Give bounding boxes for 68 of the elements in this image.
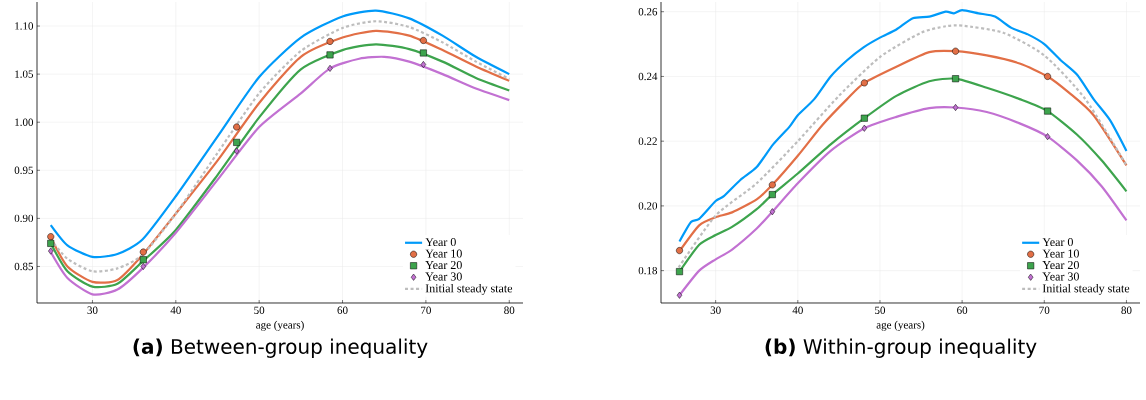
y-tick-label: 0.22 [638, 137, 657, 145]
point [233, 138, 241, 146]
point [419, 49, 427, 57]
point [676, 247, 683, 255]
point [768, 181, 776, 189]
point [420, 61, 427, 68]
point [768, 191, 776, 199]
legend-label: Year 0 [1042, 238, 1073, 247]
x-tick-label: 60 [337, 306, 348, 314]
line-series [678, 106, 1128, 297]
point [676, 268, 683, 276]
point [47, 239, 55, 247]
y-tick-label: 1.10 [15, 22, 34, 30]
point [326, 51, 334, 59]
y-tick-label: 0.95 [14, 166, 34, 175]
y-tick-label: 0.24 [638, 72, 658, 81]
point [419, 37, 427, 44]
point [860, 114, 868, 122]
point [861, 124, 867, 132]
point [1044, 72, 1052, 80]
text: (a) Between-group inequality [133, 338, 428, 358]
point [139, 248, 147, 256]
point [48, 247, 54, 255]
point [233, 123, 241, 131]
legend-label: Year 0 [425, 238, 456, 247]
point [769, 208, 775, 216]
x-axis-title: age (years) [256, 320, 304, 331]
x-tick-label: 70 [421, 306, 431, 314]
x-tick-label: 50 [875, 306, 886, 314]
point [1044, 107, 1052, 115]
x-tick-label: 40 [170, 306, 181, 314]
point [952, 47, 959, 55]
x-tick-label: 30 [710, 306, 721, 314]
y-tick-label: 0.90 [14, 214, 34, 223]
x-axis-title: age (years) [876, 320, 925, 331]
y-tick-label: 1.05 [15, 70, 34, 78]
y-tick-label: 0.85 [14, 262, 34, 271]
point [140, 263, 146, 270]
point [234, 147, 240, 155]
point [952, 104, 959, 111]
point [860, 79, 868, 87]
point [47, 233, 55, 241]
legend-label: Year 30 [1042, 272, 1079, 281]
point [952, 75, 959, 83]
legend-label: Year 30 [425, 272, 462, 281]
y-tick-label: 0.20 [638, 202, 658, 210]
x-tick-label: 50 [254, 306, 265, 314]
point [139, 256, 147, 264]
x-tick-label: 70 [1039, 306, 1050, 314]
x-tick-label: 40 [792, 306, 803, 314]
legend-label: Initial steady state [1042, 283, 1130, 295]
x-tick-label: 60 [957, 306, 968, 314]
x-tick-label: 30 [87, 306, 98, 314]
point [676, 291, 683, 299]
point [327, 64, 333, 72]
legend-label: Year 20 [1042, 260, 1079, 270]
text: (b) Within-group inequality [765, 338, 1037, 358]
point [1044, 133, 1051, 141]
point [326, 37, 334, 45]
y-tick-label: 0.26 [638, 7, 658, 16]
y-tick-label: 0.18 [638, 266, 658, 275]
y-tick-label: 1.00 [15, 118, 34, 126]
legend-label: Year 20 [425, 260, 462, 270]
legend-label: Year 10 [1042, 249, 1079, 258]
x-tick-label: 80 [1121, 306, 1132, 314]
legend-label: Initial steady state [425, 283, 513, 295]
x-tick-label: 80 [504, 306, 515, 314]
legend-label: Year 10 [425, 249, 462, 258]
